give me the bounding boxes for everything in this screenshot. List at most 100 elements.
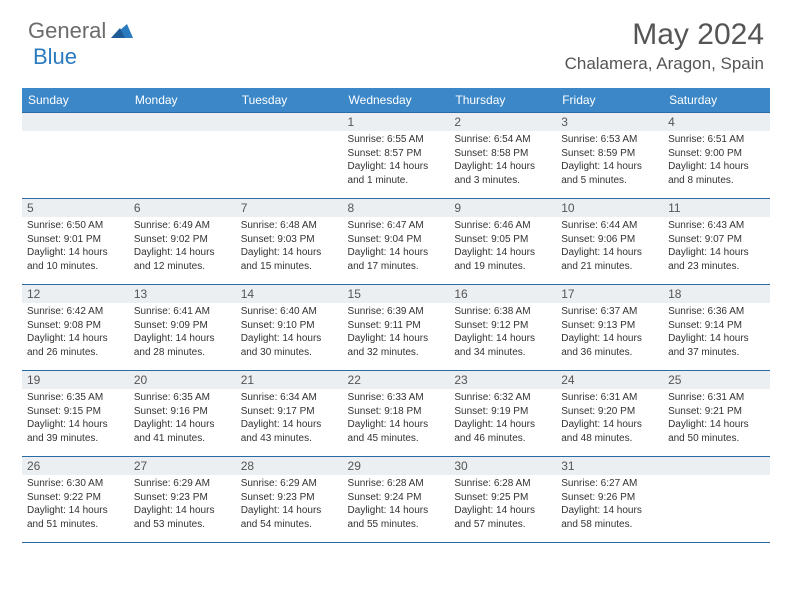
day-cell: 18Sunrise: 6:36 AMSunset: 9:14 PMDayligh…: [663, 285, 770, 371]
day-number: 25: [663, 371, 770, 389]
day-number: 31: [556, 457, 663, 475]
day-details: Sunrise: 6:29 AMSunset: 9:23 PMDaylight:…: [129, 475, 236, 531]
day-cell: 28Sunrise: 6:29 AMSunset: 9:23 PMDayligh…: [236, 457, 343, 543]
day-details: Sunrise: 6:33 AMSunset: 9:18 PMDaylight:…: [343, 389, 450, 445]
day-number: 27: [129, 457, 236, 475]
empty-cell: [236, 113, 343, 199]
empty-day-band: [236, 113, 343, 131]
day-number: 3: [556, 113, 663, 131]
day-details: Sunrise: 6:31 AMSunset: 9:21 PMDaylight:…: [663, 389, 770, 445]
day-number: 2: [449, 113, 556, 131]
day-number: 14: [236, 285, 343, 303]
day-number: 20: [129, 371, 236, 389]
month-title: May 2024: [565, 18, 764, 52]
day-number: 26: [22, 457, 129, 475]
day-details: Sunrise: 6:49 AMSunset: 9:02 PMDaylight:…: [129, 217, 236, 273]
day-cell: 13Sunrise: 6:41 AMSunset: 9:09 PMDayligh…: [129, 285, 236, 371]
day-details: Sunrise: 6:35 AMSunset: 9:15 PMDaylight:…: [22, 389, 129, 445]
day-number: 23: [449, 371, 556, 389]
day-cell: 7Sunrise: 6:48 AMSunset: 9:03 PMDaylight…: [236, 199, 343, 285]
day-details: Sunrise: 6:51 AMSunset: 9:00 PMDaylight:…: [663, 131, 770, 187]
brand-part1: General: [28, 18, 106, 44]
day-header-row: Sunday Monday Tuesday Wednesday Thursday…: [22, 88, 770, 113]
day-details: Sunrise: 6:42 AMSunset: 9:08 PMDaylight:…: [22, 303, 129, 359]
day-cell: 10Sunrise: 6:44 AMSunset: 9:06 PMDayligh…: [556, 199, 663, 285]
day-details: Sunrise: 6:50 AMSunset: 9:01 PMDaylight:…: [22, 217, 129, 273]
day-cell: 9Sunrise: 6:46 AMSunset: 9:05 PMDaylight…: [449, 199, 556, 285]
week-row: 1Sunrise: 6:55 AMSunset: 8:57 PMDaylight…: [22, 113, 770, 199]
empty-cell: [129, 113, 236, 199]
title-block: May 2024 Chalamera, Aragon, Spain: [565, 18, 764, 74]
week-row: 12Sunrise: 6:42 AMSunset: 9:08 PMDayligh…: [22, 285, 770, 371]
day-details: Sunrise: 6:48 AMSunset: 9:03 PMDaylight:…: [236, 217, 343, 273]
day-cell: 31Sunrise: 6:27 AMSunset: 9:26 PMDayligh…: [556, 457, 663, 543]
day-details: Sunrise: 6:53 AMSunset: 8:59 PMDaylight:…: [556, 131, 663, 187]
empty-day-band: [22, 113, 129, 131]
day-cell: 23Sunrise: 6:32 AMSunset: 9:19 PMDayligh…: [449, 371, 556, 457]
brand-part2-wrap: Blue: [33, 44, 77, 70]
day-number: 6: [129, 199, 236, 217]
dayhead-fri: Friday: [556, 88, 663, 113]
day-cell: 27Sunrise: 6:29 AMSunset: 9:23 PMDayligh…: [129, 457, 236, 543]
week-row: 5Sunrise: 6:50 AMSunset: 9:01 PMDaylight…: [22, 199, 770, 285]
day-cell: 17Sunrise: 6:37 AMSunset: 9:13 PMDayligh…: [556, 285, 663, 371]
day-cell: 16Sunrise: 6:38 AMSunset: 9:12 PMDayligh…: [449, 285, 556, 371]
day-details: Sunrise: 6:29 AMSunset: 9:23 PMDaylight:…: [236, 475, 343, 531]
day-details: Sunrise: 6:28 AMSunset: 9:25 PMDaylight:…: [449, 475, 556, 531]
day-number: 15: [343, 285, 450, 303]
day-number: 1: [343, 113, 450, 131]
calendar-table: Sunday Monday Tuesday Wednesday Thursday…: [22, 88, 770, 543]
dayhead-tue: Tuesday: [236, 88, 343, 113]
day-cell: 20Sunrise: 6:35 AMSunset: 9:16 PMDayligh…: [129, 371, 236, 457]
day-details: Sunrise: 6:30 AMSunset: 9:22 PMDaylight:…: [22, 475, 129, 531]
day-details: Sunrise: 6:43 AMSunset: 9:07 PMDaylight:…: [663, 217, 770, 273]
day-number: 19: [22, 371, 129, 389]
day-number: 21: [236, 371, 343, 389]
day-number: 18: [663, 285, 770, 303]
day-number: 30: [449, 457, 556, 475]
day-number: 12: [22, 285, 129, 303]
day-cell: 22Sunrise: 6:33 AMSunset: 9:18 PMDayligh…: [343, 371, 450, 457]
day-details: Sunrise: 6:38 AMSunset: 9:12 PMDaylight:…: [449, 303, 556, 359]
brand-logo: General: [28, 18, 135, 44]
day-number: 4: [663, 113, 770, 131]
day-cell: 2Sunrise: 6:54 AMSunset: 8:58 PMDaylight…: [449, 113, 556, 199]
empty-cell: [663, 457, 770, 543]
calendar-body: 1Sunrise: 6:55 AMSunset: 8:57 PMDaylight…: [22, 113, 770, 543]
day-number: 22: [343, 371, 450, 389]
page-header: General May 2024 Chalamera, Aragon, Spai…: [0, 0, 792, 82]
day-number: 28: [236, 457, 343, 475]
day-cell: 14Sunrise: 6:40 AMSunset: 9:10 PMDayligh…: [236, 285, 343, 371]
day-cell: 21Sunrise: 6:34 AMSunset: 9:17 PMDayligh…: [236, 371, 343, 457]
day-number: 8: [343, 199, 450, 217]
day-cell: 15Sunrise: 6:39 AMSunset: 9:11 PMDayligh…: [343, 285, 450, 371]
day-cell: 25Sunrise: 6:31 AMSunset: 9:21 PMDayligh…: [663, 371, 770, 457]
day-number: 10: [556, 199, 663, 217]
brand-triangle-icon: [111, 20, 133, 43]
day-details: Sunrise: 6:46 AMSunset: 9:05 PMDaylight:…: [449, 217, 556, 273]
day-number: 29: [343, 457, 450, 475]
day-cell: 19Sunrise: 6:35 AMSunset: 9:15 PMDayligh…: [22, 371, 129, 457]
dayhead-thu: Thursday: [449, 88, 556, 113]
day-details: Sunrise: 6:35 AMSunset: 9:16 PMDaylight:…: [129, 389, 236, 445]
day-details: Sunrise: 6:31 AMSunset: 9:20 PMDaylight:…: [556, 389, 663, 445]
day-details: Sunrise: 6:28 AMSunset: 9:24 PMDaylight:…: [343, 475, 450, 531]
day-cell: 4Sunrise: 6:51 AMSunset: 9:00 PMDaylight…: [663, 113, 770, 199]
day-number: 5: [22, 199, 129, 217]
empty-day-band: [129, 113, 236, 131]
day-cell: 5Sunrise: 6:50 AMSunset: 9:01 PMDaylight…: [22, 199, 129, 285]
dayhead-wed: Wednesday: [343, 88, 450, 113]
day-number: 9: [449, 199, 556, 217]
day-number: 16: [449, 285, 556, 303]
day-details: Sunrise: 6:37 AMSunset: 9:13 PMDaylight:…: [556, 303, 663, 359]
day-details: Sunrise: 6:27 AMSunset: 9:26 PMDaylight:…: [556, 475, 663, 531]
brand-part2: Blue: [33, 44, 77, 69]
day-details: Sunrise: 6:54 AMSunset: 8:58 PMDaylight:…: [449, 131, 556, 187]
empty-cell: [22, 113, 129, 199]
day-cell: 12Sunrise: 6:42 AMSunset: 9:08 PMDayligh…: [22, 285, 129, 371]
empty-day-band: [663, 457, 770, 475]
day-cell: 29Sunrise: 6:28 AMSunset: 9:24 PMDayligh…: [343, 457, 450, 543]
dayhead-mon: Monday: [129, 88, 236, 113]
week-row: 26Sunrise: 6:30 AMSunset: 9:22 PMDayligh…: [22, 457, 770, 543]
day-details: Sunrise: 6:41 AMSunset: 9:09 PMDaylight:…: [129, 303, 236, 359]
